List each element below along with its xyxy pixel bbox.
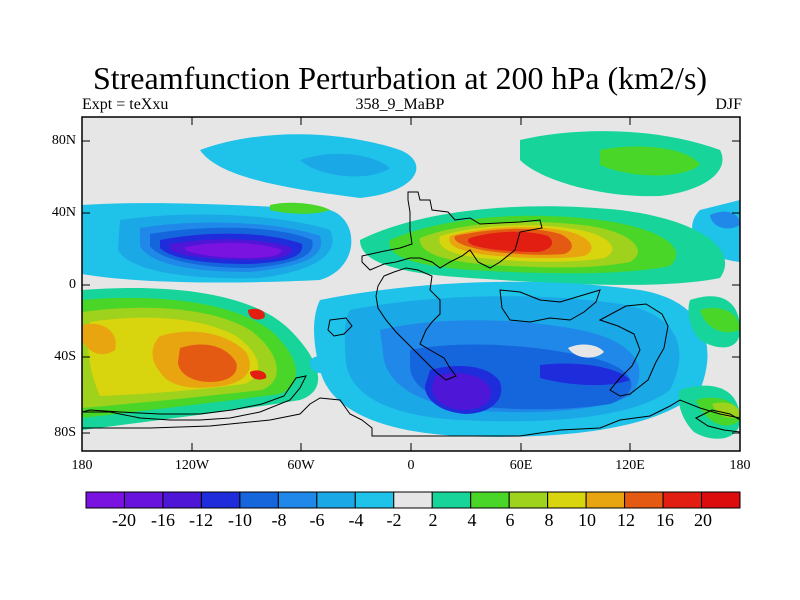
- colorbar-swatch: [200, 491, 241, 509]
- colorbar-label: 16: [656, 510, 674, 530]
- colorbar-swatch: [277, 491, 318, 509]
- lon-label-0: 0: [407, 458, 415, 473]
- axis-ticks: [82, 117, 740, 451]
- colorbar-label: 20: [694, 510, 712, 530]
- lon-label-180w: 180: [71, 458, 93, 473]
- colorbar-swatch: [85, 491, 125, 509]
- colorbar-swatch: [547, 491, 587, 509]
- colorbar-label: 12: [617, 510, 635, 530]
- lat-label-80s: 80S: [54, 425, 76, 440]
- colorbar-swatch: [162, 491, 202, 509]
- colorbar-label: 6: [505, 510, 515, 530]
- lon-label-180e: 180: [729, 458, 751, 473]
- colorbar-swatch: [470, 491, 510, 509]
- colorbar-label: -6: [309, 510, 325, 530]
- colorbar-label: 8: [544, 510, 554, 530]
- colorbar-label: -12: [189, 510, 213, 530]
- colorbar-label: -20: [112, 510, 136, 530]
- experiment-label: Expt = teXxu: [82, 96, 169, 113]
- colorbar-swatch: [239, 491, 279, 509]
- colorbar-label: -2: [386, 510, 402, 530]
- lat-label-0: 0: [69, 277, 76, 292]
- lat-label-80n: 80N: [51, 133, 76, 148]
- colorbar-label: 2: [428, 510, 438, 530]
- colorbar-label: 4: [467, 510, 477, 530]
- colorbar-swatch: [624, 491, 664, 509]
- colorbar-label: -10: [228, 510, 252, 530]
- colorbar-swatch: [123, 491, 164, 509]
- lon-label-120w: 120W: [174, 458, 210, 473]
- colorbar-label: -8: [271, 510, 287, 530]
- colorbar-swatch: [701, 491, 741, 509]
- plot-title: Streamfunction Perturbation at 200 hPa (…: [92, 60, 708, 96]
- colorbar-swatch: [393, 491, 433, 509]
- run-label: 358_9_MaBP: [355, 96, 445, 113]
- lon-label-120e: 120E: [615, 458, 645, 473]
- lon-label-60w: 60W: [287, 458, 315, 473]
- lat-label-40n: 40N: [51, 205, 76, 220]
- colorbar: [85, 491, 741, 509]
- colorbar-label: 10: [578, 510, 596, 530]
- coastline-outlines: [82, 191, 740, 437]
- colorbar-swatch: [431, 491, 472, 509]
- colorbar-label: -16: [151, 510, 175, 530]
- contour-field: [82, 117, 740, 451]
- colorbar-label: -4: [348, 510, 364, 530]
- colorbar-swatch: [354, 491, 395, 509]
- colorbar-swatch: [662, 491, 703, 509]
- colorbar-swatch: [508, 491, 549, 509]
- season-label: DJF: [715, 96, 742, 113]
- colorbar-swatch: [585, 491, 626, 509]
- lat-label-40s: 40S: [54, 349, 76, 364]
- colorbar-swatch: [316, 491, 356, 509]
- lon-label-60e: 60E: [509, 458, 533, 473]
